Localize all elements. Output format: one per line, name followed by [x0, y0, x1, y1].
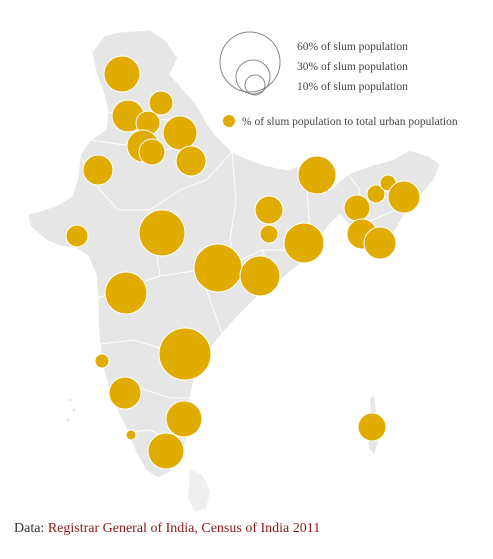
india-slum-map: 60% of slum population 30% of slum popul…	[27, 29, 458, 512]
bubble-goa[interactable]	[94, 353, 110, 369]
bubble-chhattisgarh[interactable]	[193, 243, 243, 293]
sri-lanka	[188, 470, 210, 512]
bubble-puducherry[interactable]	[165, 400, 203, 438]
legend-dot	[223, 115, 235, 127]
bubble-meghalaya[interactable]	[343, 194, 371, 222]
data-source: Data: Registrar General of India, Census…	[14, 521, 320, 537]
bubble-madhya-pradesh[interactable]	[138, 209, 186, 257]
bubble-andaman-nicobar[interactable]	[357, 412, 387, 442]
bubble-jammu-kashmir[interactable]	[103, 55, 141, 93]
bubble-maharashtra[interactable]	[104, 271, 148, 315]
source-link[interactable]: Registrar General of India, Census of In…	[47, 521, 321, 536]
bubble-himachal-pradesh[interactable]	[148, 90, 174, 116]
bubble-karnataka[interactable]	[108, 376, 142, 410]
bubble-west-bengal[interactable]	[283, 222, 325, 264]
bubble-andhra-pradesh[interactable]	[158, 327, 212, 381]
bubble-jharkhand[interactable]	[259, 224, 279, 244]
bubble-lakshadweep[interactable]	[125, 429, 137, 441]
legend-circle-60	[219, 31, 281, 93]
lakshadweep-islands	[66, 398, 76, 422]
map-svg: 60% of slum population 30% of slum popul…	[27, 29, 458, 512]
bubble-assam[interactable]	[366, 184, 386, 204]
legend-dot-label: % of slum population to total urban popu…	[242, 116, 458, 128]
bubble-mizoram[interactable]	[363, 226, 397, 260]
legend-label-10: 10% of slum population	[297, 81, 408, 93]
bubble-odisha[interactable]	[239, 255, 281, 297]
legend: 60% of slum population 30% of slum popul…	[219, 31, 458, 128]
bubbles	[65, 55, 421, 470]
bubble-rajasthan[interactable]	[82, 154, 114, 186]
bubble-gujarat[interactable]	[65, 224, 89, 248]
bubble-nagaland[interactable]	[387, 180, 421, 214]
legend-circle-30	[235, 59, 271, 95]
legend-circle-10	[244, 74, 266, 96]
bubble-uttarakhand[interactable]	[162, 115, 198, 151]
bubble-delhi[interactable]	[138, 138, 166, 166]
legend-label-30: 30% of slum population	[297, 61, 408, 73]
legend-label-60: 60% of slum population	[297, 41, 408, 53]
bubble-uttar-pradesh[interactable]	[175, 145, 207, 177]
bubble-bihar[interactable]	[254, 195, 284, 225]
source-prefix: Data:	[14, 521, 48, 536]
bubble-sikkim[interactable]	[297, 155, 337, 195]
bubble-tamil-nadu[interactable]	[147, 432, 185, 470]
